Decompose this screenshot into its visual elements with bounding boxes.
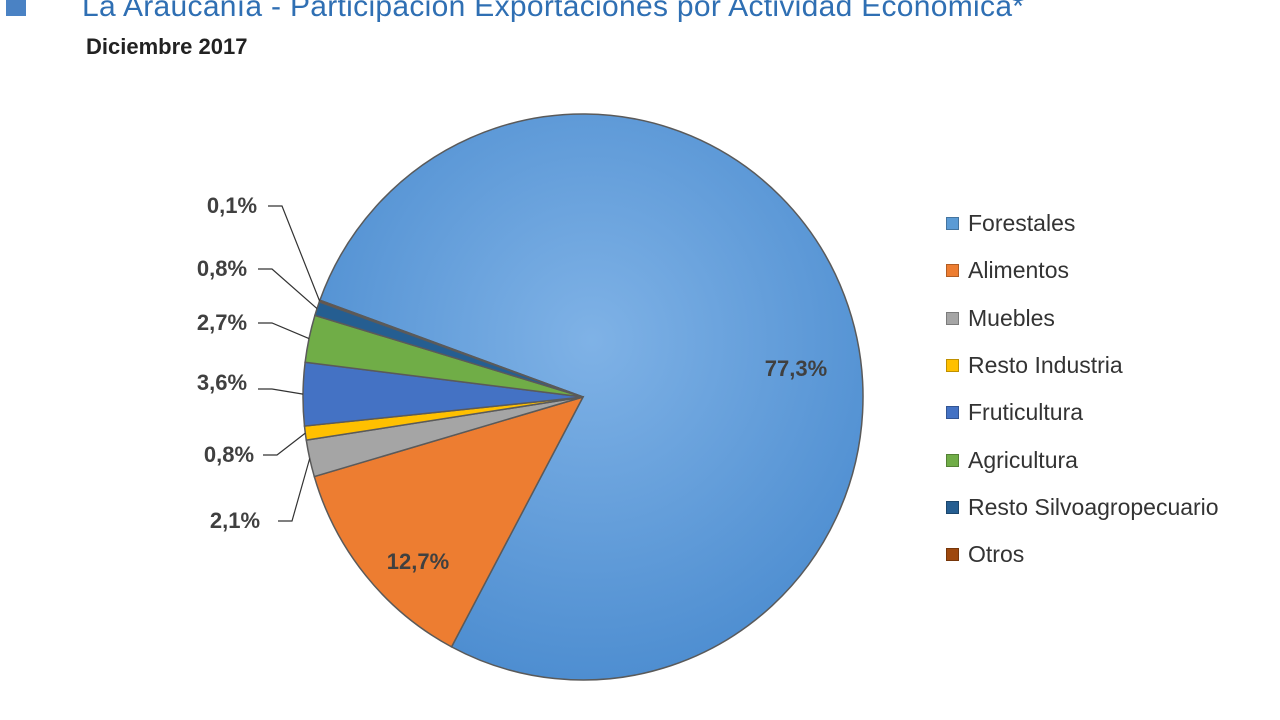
slice-label: 2,7%: [197, 310, 247, 335]
chart-legend: Forestales Alimentos Muebles Resto Industri…: [940, 200, 1275, 578]
pie-slice-forestales: [318, 113, 864, 681]
legend-item-resto-industria: Resto Industria: [940, 342, 1275, 389]
legend-label: Otros: [968, 541, 1025, 568]
slice-labels: 77,3% 12,7% 2,1% 0,8% 3,6% 2,7% 0,8% 0,1%: [197, 193, 827, 574]
leader-line: [258, 268, 318, 310]
legend-swatch: [946, 453, 959, 467]
chart-subtitle: Diciembre 2017: [86, 34, 248, 59]
slice-label: 77,3%: [765, 356, 827, 381]
slice-label: 0,8%: [197, 256, 247, 281]
leader-line: [268, 205, 321, 302]
pie-slices: [302, 113, 864, 681]
legend-label: Resto Silvoagropecuario: [968, 493, 1219, 520]
legend-swatch: [946, 548, 959, 562]
legend-item-fruticultura: Fruticultura: [940, 389, 1275, 436]
legend-label: Resto Industria: [968, 352, 1123, 379]
leader-line: [278, 458, 311, 522]
leader-line: [258, 322, 310, 340]
legend-item-agricultura: Agricultura: [940, 436, 1275, 483]
legend-label: Forestales: [968, 210, 1076, 237]
legend-item-forestales: Forestales: [940, 200, 1275, 247]
slice-label: 0,1%: [207, 193, 257, 218]
slice-label: 3,6%: [197, 370, 247, 395]
slice-label: 0,8%: [204, 442, 254, 467]
legend-label: Agricultura: [968, 446, 1078, 473]
slice-label: 12,7%: [387, 549, 449, 574]
legend-swatch: [946, 500, 959, 514]
legend-swatch: [946, 217, 959, 231]
legend-label: Muebles: [968, 304, 1055, 331]
leader-line: [258, 388, 304, 395]
legend-swatch: [946, 406, 959, 420]
leader-lines: [258, 205, 321, 522]
slice-label: 2,1%: [210, 508, 260, 533]
legend-label: Alimentos: [968, 257, 1069, 284]
legend-swatch: [946, 359, 959, 373]
legend-item-otros: Otros: [940, 531, 1275, 578]
legend-swatch: [946, 311, 959, 325]
leader-line: [263, 432, 306, 456]
chart-title: La Araucanía - Participación Exportacion…: [82, 0, 1025, 23]
legend-label: Fruticultura: [968, 399, 1084, 426]
title-marker-square: [6, 0, 26, 16]
legend-item-alimentos: Alimentos: [940, 247, 1275, 294]
legend-swatch: [946, 264, 959, 278]
chart-header: La Araucanía - Participación Exportacion…: [0, 0, 1280, 34]
pie-slice-alimentos: [313, 395, 585, 648]
legend-item-muebles: Muebles: [940, 295, 1275, 342]
legend-item-resto-silvoagropecuario: Resto Silvoagropecuario: [940, 484, 1275, 531]
